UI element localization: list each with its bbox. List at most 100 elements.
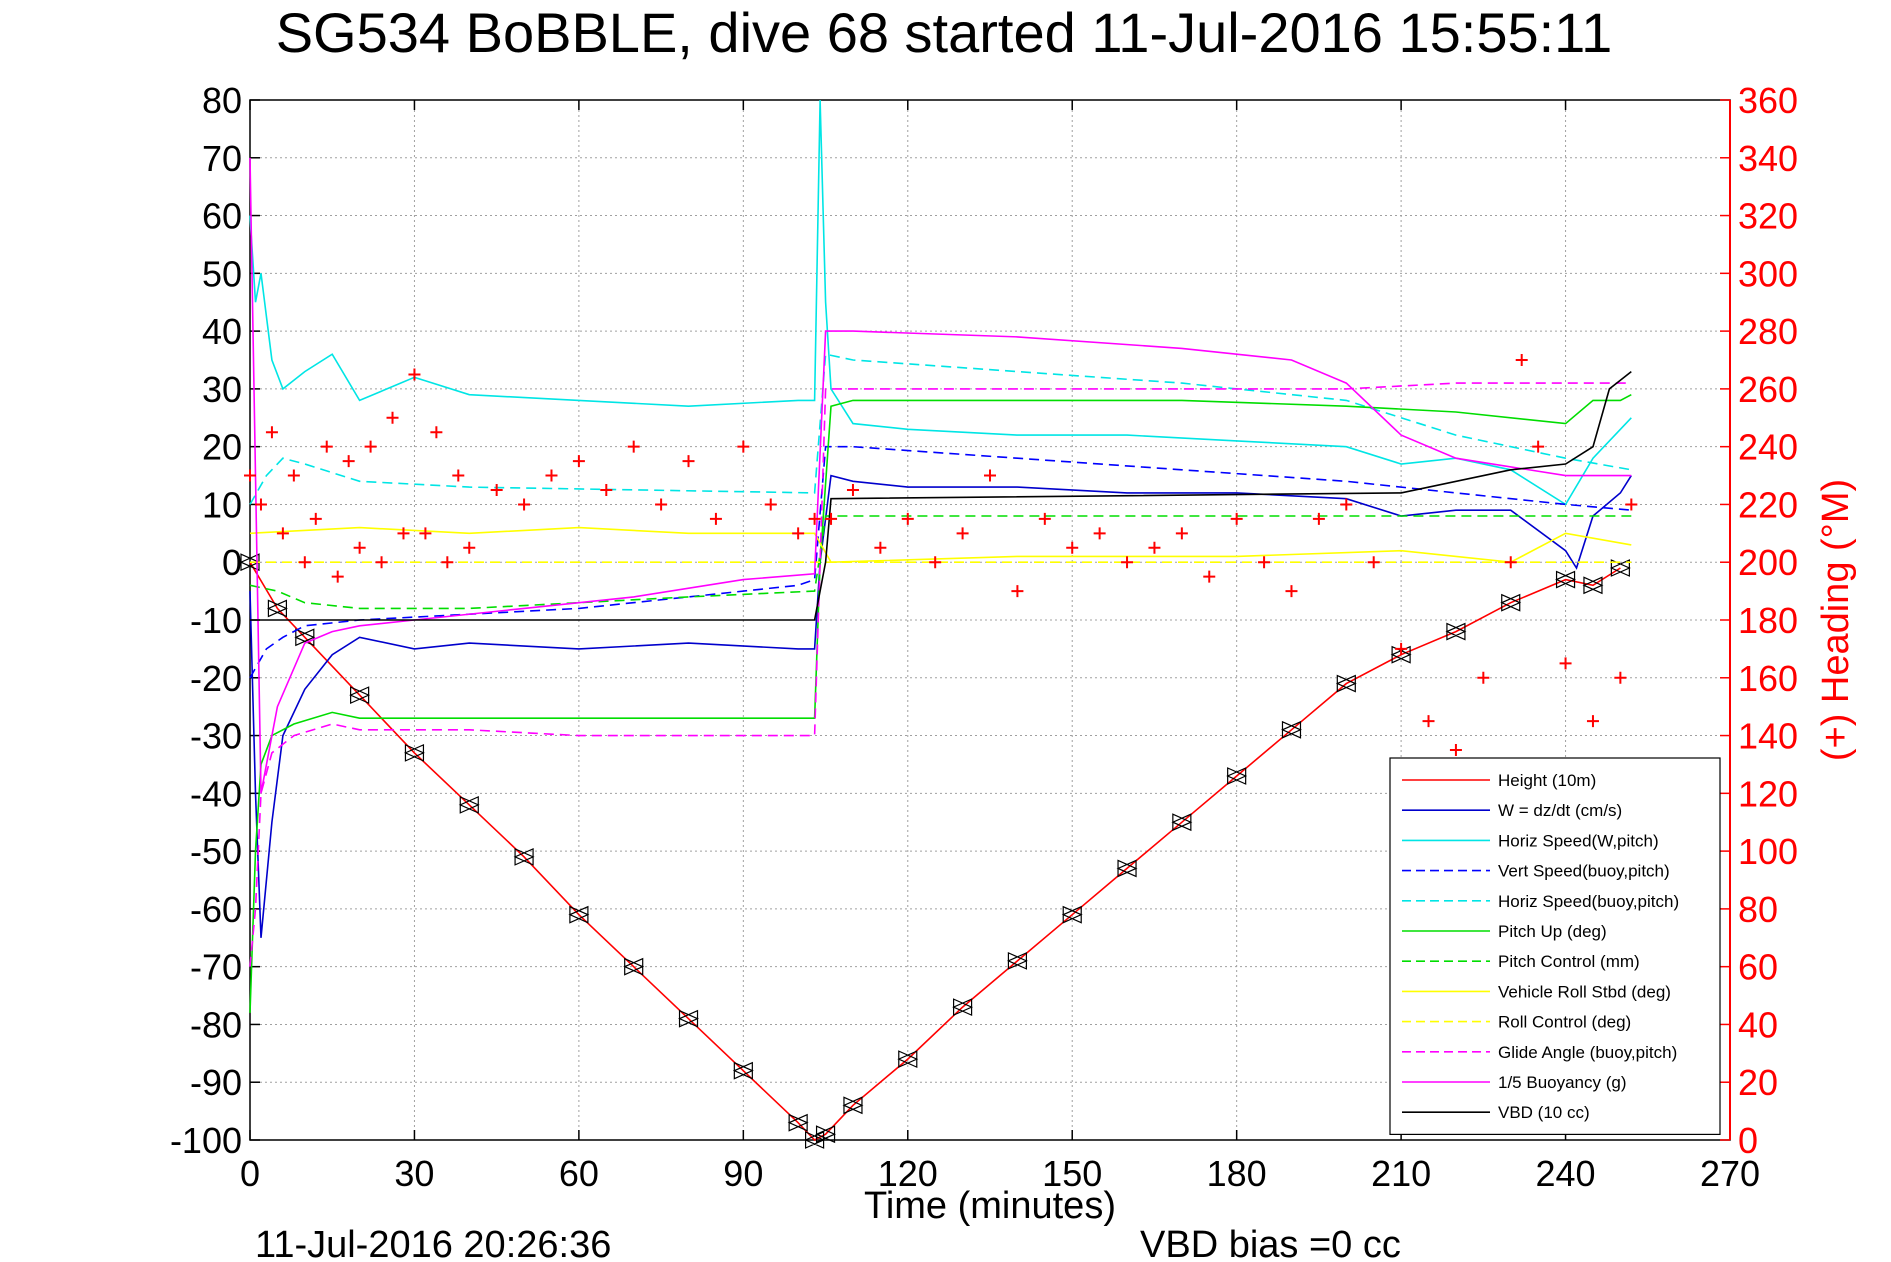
series-10 xyxy=(249,157,1632,794)
data-point xyxy=(874,541,887,554)
data-point xyxy=(266,599,288,618)
legend-entry: VBD (10 cc) xyxy=(1498,1103,1590,1122)
series-line xyxy=(249,157,1632,794)
legend-entry: Vehicle Roll Stbd (deg) xyxy=(1498,982,1671,1001)
data-point xyxy=(419,527,432,540)
x-tick-label: 60 xyxy=(559,1153,599,1194)
series-12 xyxy=(244,354,1638,756)
y-tick-label: 80 xyxy=(202,80,242,121)
data-point xyxy=(1006,951,1028,970)
data-point xyxy=(1555,570,1577,589)
data-point xyxy=(331,570,344,583)
data-point xyxy=(254,498,267,511)
series-0 xyxy=(239,553,1631,1149)
x-tick-label: 270 xyxy=(1700,1153,1760,1194)
data-point xyxy=(452,469,465,482)
data-point xyxy=(518,498,531,511)
data-point xyxy=(792,527,805,540)
right-y-tick-label: 120 xyxy=(1738,773,1798,814)
data-point xyxy=(655,498,668,511)
y-tick-label: 10 xyxy=(202,484,242,525)
y-tick-label: -80 xyxy=(190,1004,242,1045)
right-y-tick-label: 160 xyxy=(1738,658,1798,699)
legend-entry: Height (10m) xyxy=(1498,771,1596,790)
data-point xyxy=(901,512,914,525)
y-tick-label: -100 xyxy=(170,1120,242,1161)
data-point xyxy=(1093,527,1106,540)
x-axis-label: Time (minutes) xyxy=(864,1185,1116,1227)
data-point xyxy=(1175,527,1188,540)
right-y-tick-label: 60 xyxy=(1738,947,1778,988)
data-point xyxy=(897,1050,919,1069)
data-point xyxy=(1285,585,1298,598)
legend-entry: Pitch Up (deg) xyxy=(1498,922,1607,941)
data-point xyxy=(825,512,838,525)
series-line xyxy=(249,382,1632,967)
data-point xyxy=(1609,559,1631,577)
data-point xyxy=(1281,720,1302,739)
data-point xyxy=(1504,556,1517,569)
x-tick-label: 150 xyxy=(1042,1153,1102,1194)
data-point xyxy=(320,440,333,453)
series-line xyxy=(249,393,1632,1013)
data-point xyxy=(1559,657,1572,670)
data-point xyxy=(842,1096,864,1115)
right-y-tick-label: 140 xyxy=(1738,716,1798,757)
series-11 xyxy=(250,370,1632,621)
data-point xyxy=(815,1125,837,1144)
data-point xyxy=(364,440,377,453)
series-5 xyxy=(249,393,1632,1013)
x-tick-label: 180 xyxy=(1207,1153,1267,1194)
data-point xyxy=(1625,498,1638,511)
right-y-tick-label: 280 xyxy=(1738,311,1798,352)
data-point xyxy=(732,1061,754,1080)
data-point xyxy=(1061,905,1083,924)
data-point xyxy=(1116,859,1138,878)
data-point xyxy=(1586,715,1599,728)
y-tick-label: 20 xyxy=(202,427,242,468)
data-point xyxy=(1230,512,1243,525)
y-tick-label: 50 xyxy=(202,253,242,294)
legend-entry: Horiz Speed(buoy,pitch) xyxy=(1498,892,1679,911)
data-point xyxy=(430,426,443,439)
data-point xyxy=(1038,512,1051,525)
series-group xyxy=(239,99,1638,1149)
data-point xyxy=(490,484,503,496)
data-point xyxy=(787,1113,809,1132)
legend-entry: 1/5 Buoyancy (g) xyxy=(1498,1073,1627,1092)
data-point xyxy=(929,556,942,569)
legend-entry: Glide Angle (buoy,pitch) xyxy=(1498,1043,1677,1062)
x-tick-label: 120 xyxy=(878,1153,938,1194)
data-point xyxy=(1340,498,1353,511)
right-y-tick-label: 360 xyxy=(1738,80,1798,121)
timestamp-footer: 11-Jul-2016 20:26:36 xyxy=(255,1224,611,1262)
data-point xyxy=(1477,671,1490,684)
data-point xyxy=(1121,556,1134,569)
y-tick-label: 0 xyxy=(222,542,242,583)
x-tick-label: 0 xyxy=(240,1153,260,1194)
series-line xyxy=(249,445,1632,679)
y-tick-label: -10 xyxy=(190,600,242,641)
right-y-tick-label: 340 xyxy=(1738,138,1798,179)
vbd-bias-footer: VBD bias =0 cc xyxy=(1140,1224,1401,1262)
data-point xyxy=(568,905,590,924)
data-point xyxy=(403,743,425,762)
series-line xyxy=(250,370,1632,621)
data-point xyxy=(1066,541,1079,554)
legend-box xyxy=(1389,757,1721,1135)
data-point xyxy=(808,512,821,525)
legend-entry: Roll Control (deg) xyxy=(1498,1013,1631,1032)
y-tick-label: 60 xyxy=(202,196,242,237)
y-tick-label: 70 xyxy=(202,138,242,179)
x-axis-ticks: 0 30 60 90 120 150 180 210 240 270 xyxy=(240,100,1760,1194)
right-y-tick-label: 40 xyxy=(1738,1004,1778,1045)
y-tick-label: -90 xyxy=(190,1062,242,1103)
series-line xyxy=(249,515,1632,610)
chart-title: SG534 BoBBLE, dive 68 started 11-Jul-201… xyxy=(276,1,1613,64)
y-tick-label: 30 xyxy=(202,369,242,410)
data-point xyxy=(349,686,371,705)
y-tick-label: -20 xyxy=(190,658,242,699)
x-tick-label: 90 xyxy=(723,1153,763,1194)
data-point xyxy=(1532,440,1545,453)
